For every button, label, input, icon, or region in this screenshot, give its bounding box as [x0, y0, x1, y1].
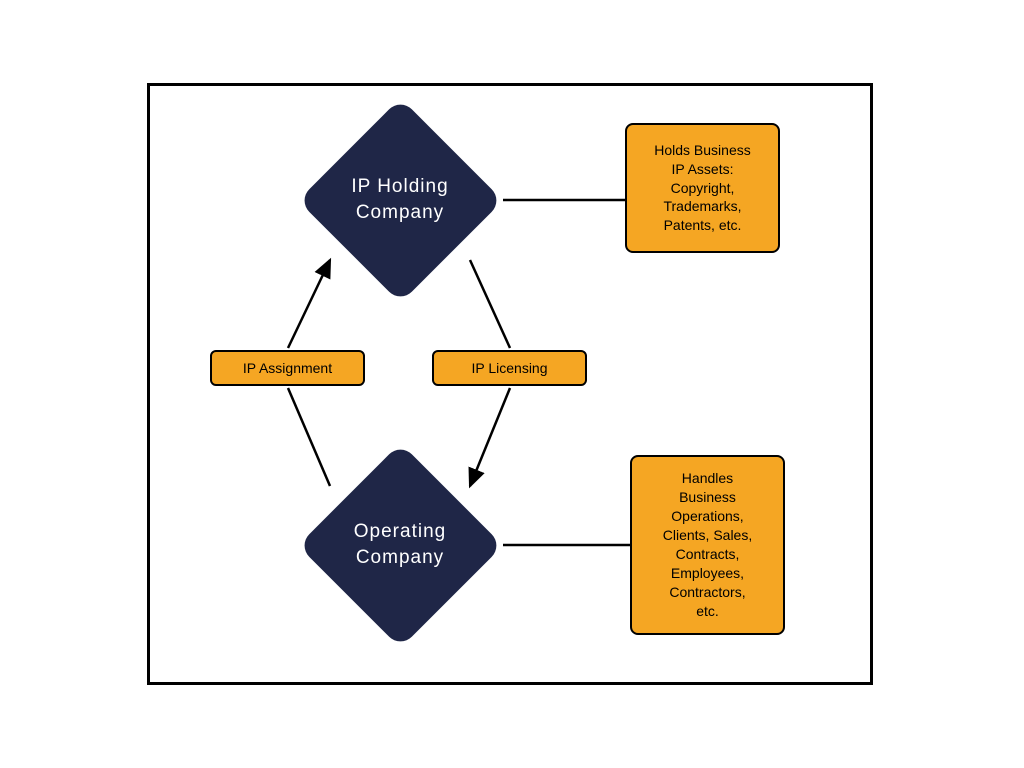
- operations-text: HandlesBusinessOperations,Clients, Sales…: [663, 469, 752, 620]
- ip-assignment-label-box: IP Assignment: [210, 350, 365, 386]
- ip-licensing-label-box: IP Licensing: [432, 350, 587, 386]
- ip-assets-text: Holds BusinessIP Assets:Copyright,Tradem…: [654, 141, 751, 235]
- ip-assets-description-box: Holds BusinessIP Assets:Copyright,Tradem…: [625, 123, 780, 253]
- ip-holding-label: IP HoldingCompany: [341, 174, 458, 225]
- ip-holding-company-node: IP HoldingCompany: [298, 98, 503, 303]
- ip-assignment-text: IP Assignment: [243, 359, 332, 378]
- ip-licensing-text: IP Licensing: [471, 359, 547, 378]
- operating-company-node: OperatingCompany: [298, 443, 503, 648]
- operations-description-box: HandlesBusinessOperations,Clients, Sales…: [630, 455, 785, 635]
- operating-label: OperatingCompany: [344, 519, 456, 570]
